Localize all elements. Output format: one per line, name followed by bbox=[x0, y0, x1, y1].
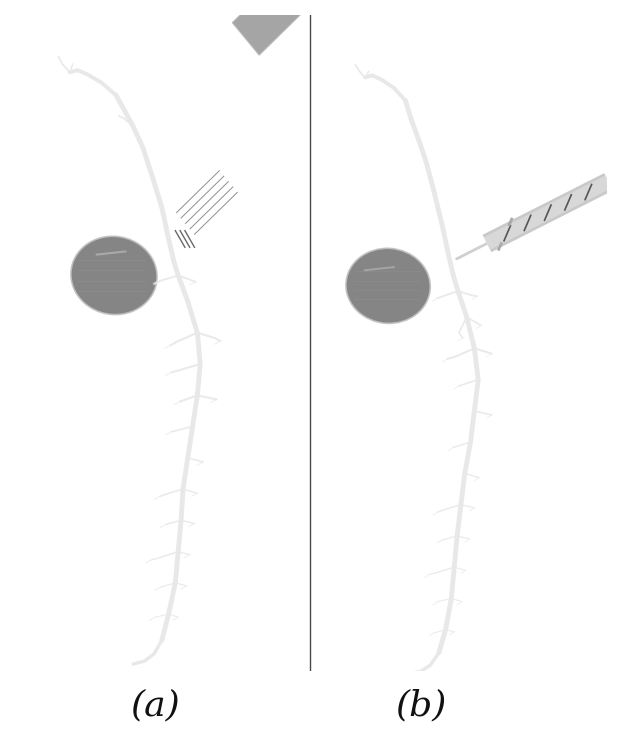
Ellipse shape bbox=[71, 236, 157, 315]
Text: (b): (b) bbox=[396, 688, 446, 722]
Text: 3cm: 3cm bbox=[547, 627, 568, 637]
Bar bbox=[232, 0, 313, 55]
Text: (a): (a) bbox=[130, 688, 180, 722]
Ellipse shape bbox=[346, 248, 430, 323]
